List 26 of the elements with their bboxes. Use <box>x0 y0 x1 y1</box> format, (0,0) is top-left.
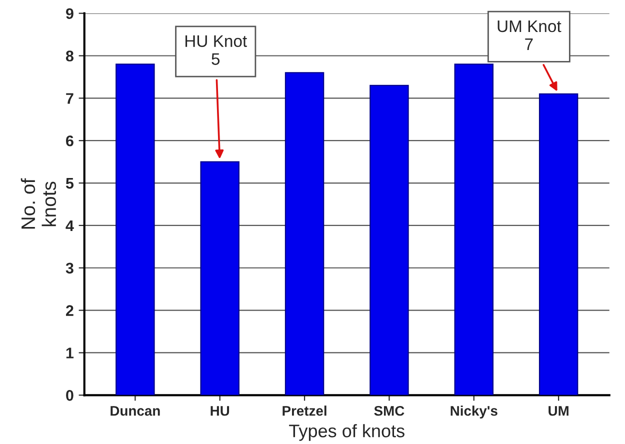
y-axis-title: No. of knots <box>20 178 56 229</box>
annotation: HU Knot 5 <box>186 35 247 65</box>
x-tick-label: Duncan <box>110 406 160 416</box>
annotation: UM Knot 7 <box>498 20 562 50</box>
x-tick-label: HU <box>210 406 230 416</box>
x-axis-title: Types of knots <box>289 424 404 441</box>
bar <box>284 72 324 396</box>
bar <box>370 84 409 396</box>
bar <box>538 93 578 396</box>
x-tick-label: Pretzel <box>282 406 326 416</box>
x-tick-label: UM <box>548 406 568 416</box>
x-tick-label: SMC <box>374 406 404 416</box>
y-tick-label: 6 <box>66 135 74 146</box>
y-tick-label: 4 <box>66 220 74 231</box>
y-tick-label: 8 <box>66 50 74 62</box>
y-tick-label: 2 <box>66 305 74 316</box>
y-tick-label: 7 <box>66 93 74 104</box>
y-tick-label: 0 <box>66 390 74 401</box>
bar <box>116 64 155 396</box>
x-tick-label: Nicky's <box>450 406 498 419</box>
y-tick-label: 3 <box>66 262 74 274</box>
bar <box>200 161 240 396</box>
y-tick-label: 9 <box>66 8 74 20</box>
y-tick-label: 5 <box>66 178 74 189</box>
y-tick-label: 1 <box>66 348 74 358</box>
bar <box>454 64 494 396</box>
